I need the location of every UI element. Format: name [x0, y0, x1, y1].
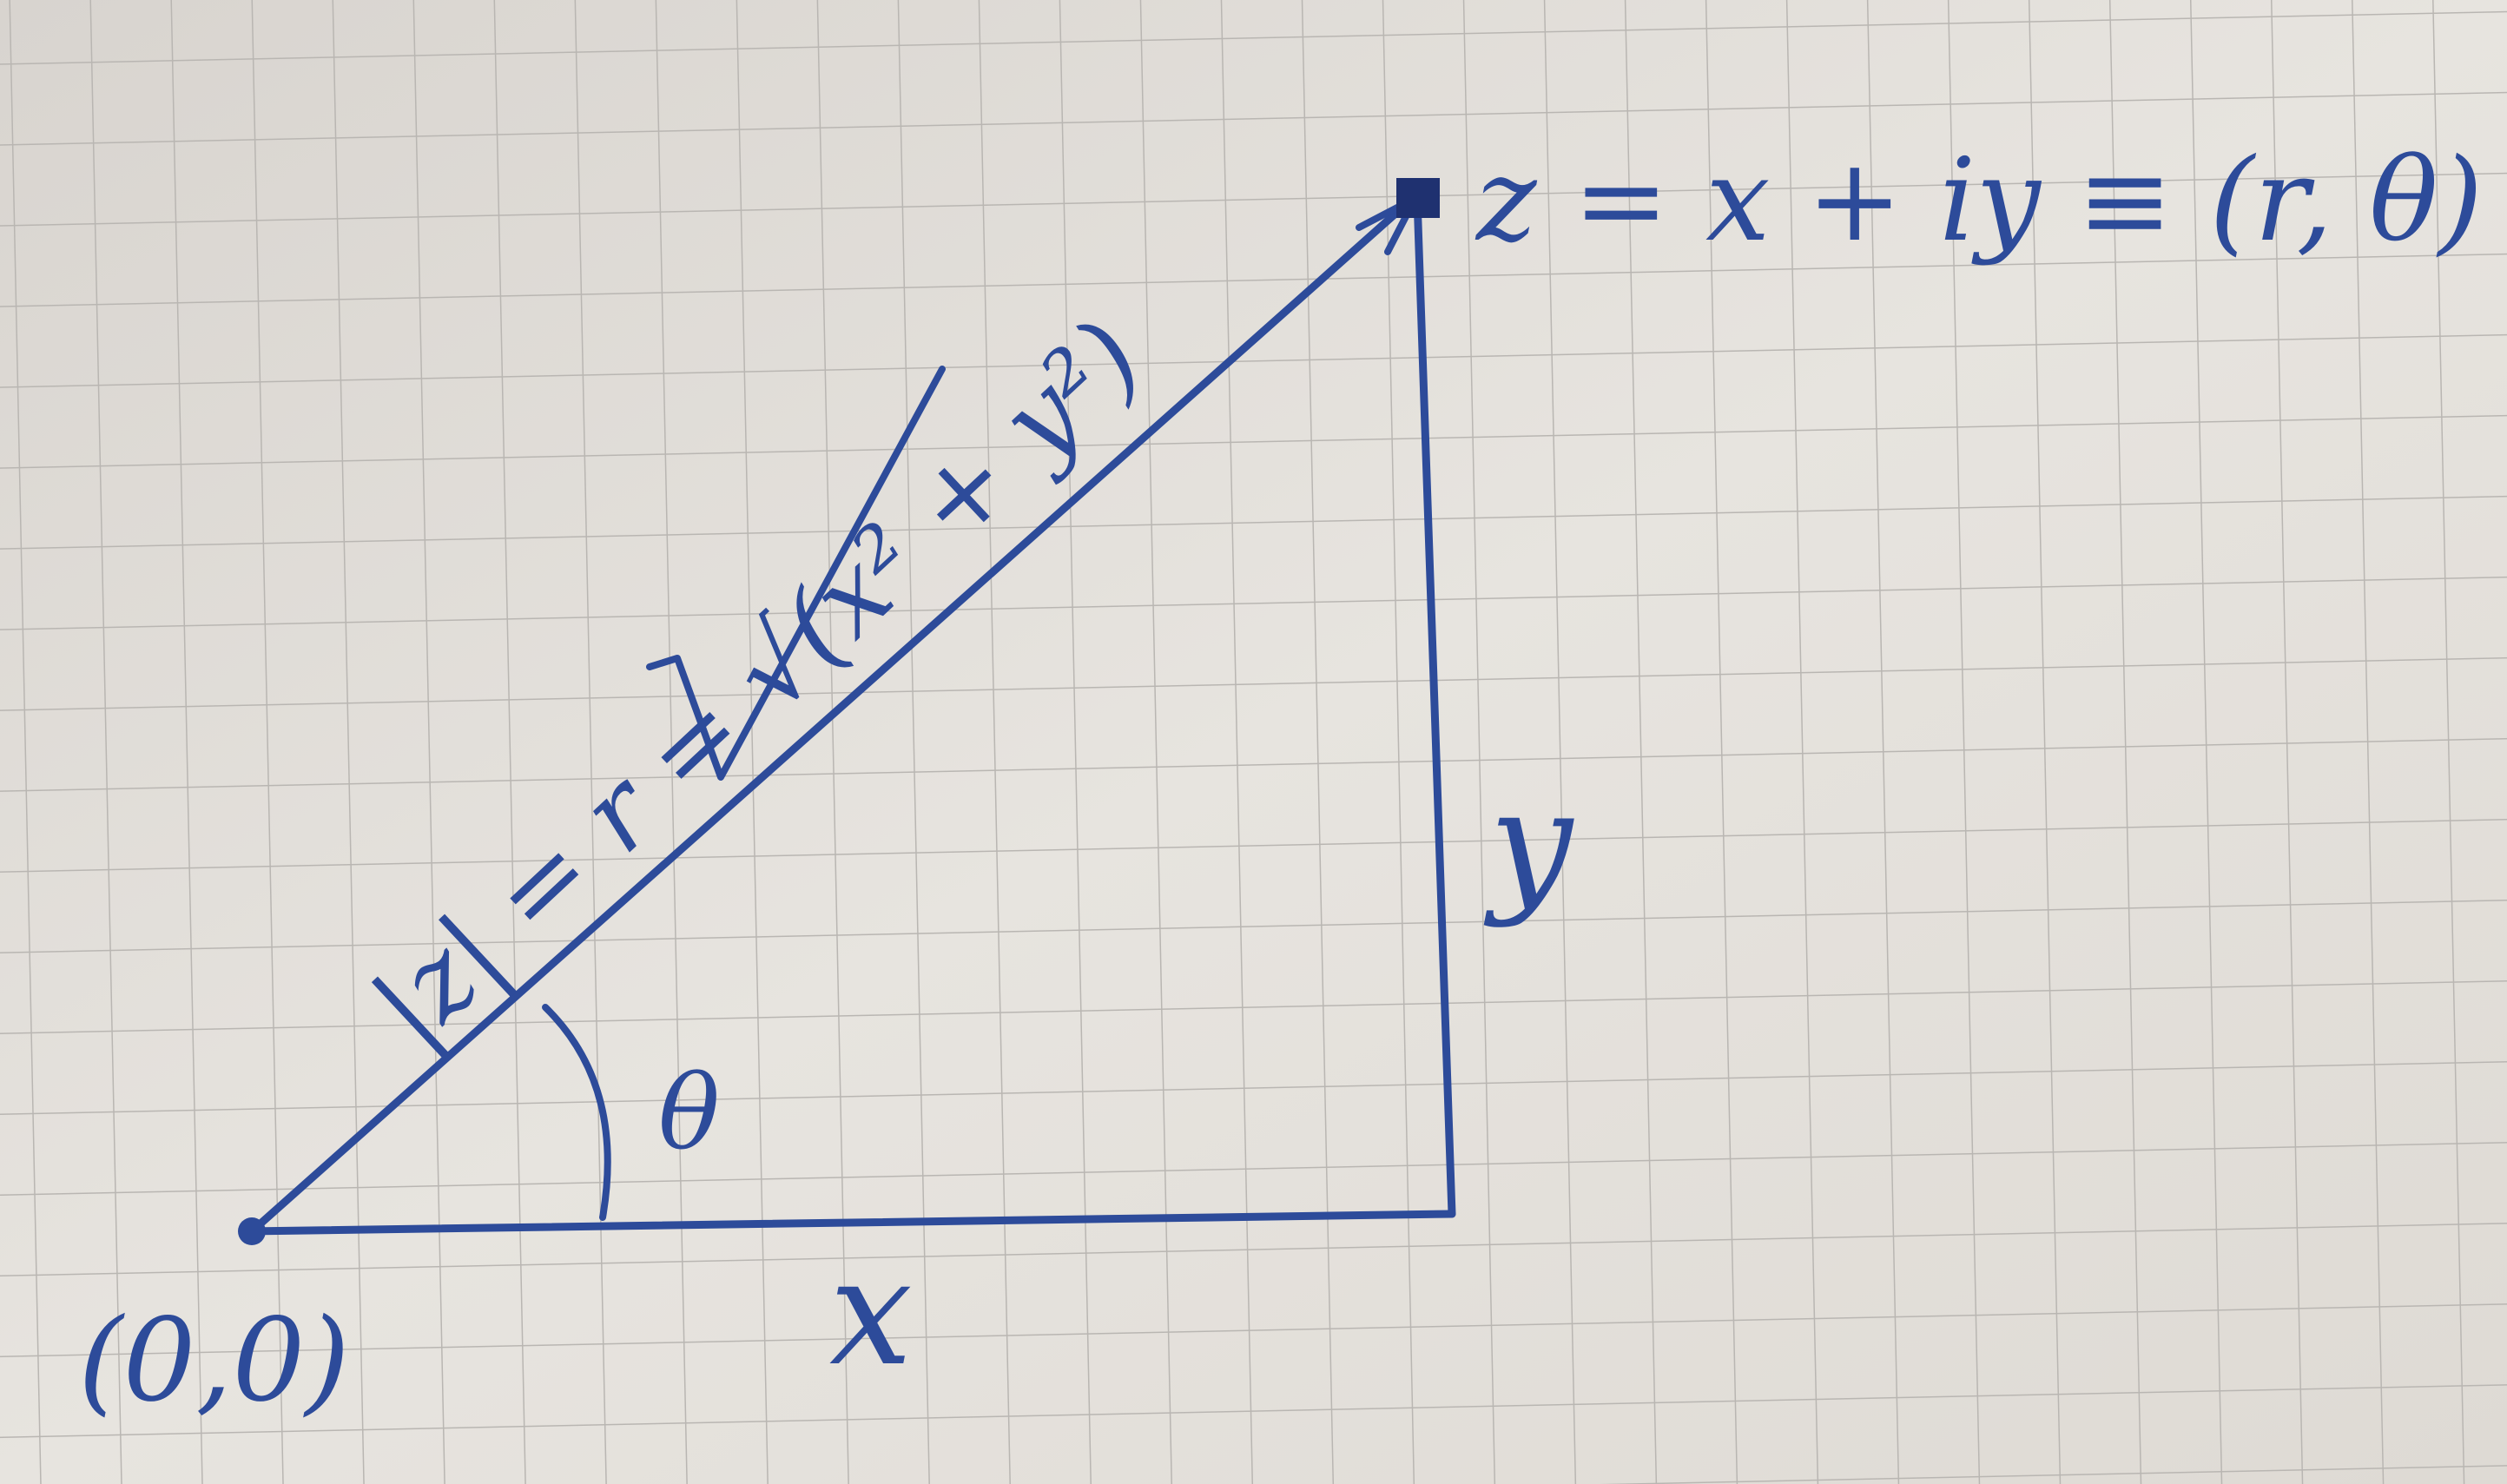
origin-label: (0,0) [78, 1294, 350, 1428]
x-label: x [829, 1227, 913, 1399]
point-label: z = x + iy ≡ (r, θ) [1475, 134, 2483, 267]
angle-arc [542, 1004, 611, 1221]
vertical-side-line [1413, 194, 1456, 1218]
origin-marker [238, 1217, 266, 1245]
y-label: y [1483, 758, 1574, 930]
sqrt-symbol [646, 366, 946, 781]
angle-label: θ [658, 1052, 720, 1172]
right-triangle [243, 194, 1456, 1236]
point-z-marker [1396, 178, 1440, 218]
horizontal-side-line [243, 1210, 1456, 1236]
hypotenuse-line [247, 195, 1415, 1236]
